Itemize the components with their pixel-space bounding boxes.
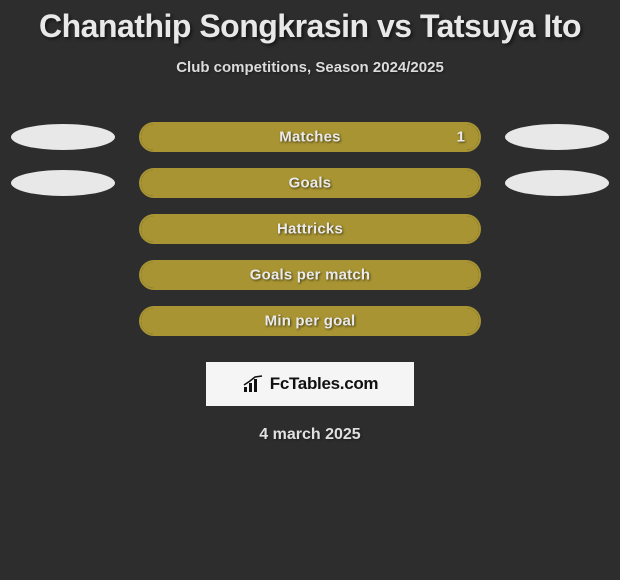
comparison-infographic: Chanathip Songkrasin vs Tatsuya Ito Club… <box>0 0 620 444</box>
stat-row: Hattricks <box>0 206 620 252</box>
stat-bar-min-per-goal: Min per goal <box>139 306 481 336</box>
stat-bar-goals-per-match: Goals per match <box>139 260 481 290</box>
stat-bar-matches: Matches 1 <box>139 122 481 152</box>
brand-box: FcTables.com <box>206 362 414 406</box>
stat-row: Goals per match <box>0 252 620 298</box>
stat-row: Goals <box>0 160 620 206</box>
stat-row: Matches 1 <box>0 114 620 160</box>
player-right-ellipse <box>505 170 609 196</box>
stat-rows: Matches 1 Goals Hattricks <box>0 114 620 344</box>
brand-text: FcTables.com <box>270 374 379 394</box>
player-right-ellipse <box>505 124 609 150</box>
player-left-ellipse <box>11 124 115 150</box>
stat-label: Matches <box>279 129 340 146</box>
page-title: Chanathip Songkrasin vs Tatsuya Ito <box>0 8 620 45</box>
stat-bar-goals: Goals <box>139 168 481 198</box>
page-subtitle: Club competitions, Season 2024/2025 <box>0 59 620 76</box>
date-label: 4 march 2025 <box>0 426 620 444</box>
player-left-ellipse <box>11 170 115 196</box>
stat-bar-hattricks: Hattricks <box>139 214 481 244</box>
stat-value-right: 1 <box>457 129 465 146</box>
chart-icon <box>242 375 264 393</box>
stat-label: Goals per match <box>250 267 371 284</box>
stat-label: Min per goal <box>265 313 356 330</box>
stat-row: Min per goal <box>0 298 620 344</box>
stat-label: Hattricks <box>277 221 343 238</box>
stat-label: Goals <box>289 175 332 192</box>
